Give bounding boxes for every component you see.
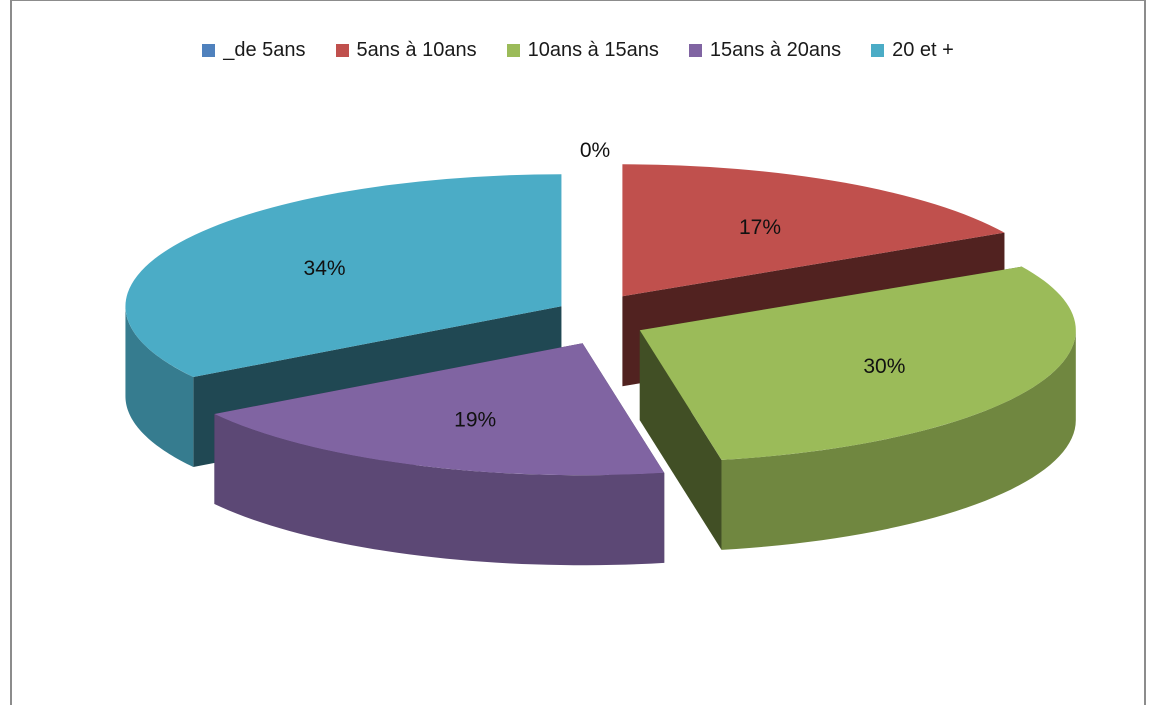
legend-label-3: 15ans à 20ans <box>709 39 842 61</box>
pie-slice-top-4 <box>125 174 562 378</box>
data-label-3: 19% <box>454 408 496 431</box>
pie-slice-wall-2-1 <box>639 330 722 550</box>
legend-item-4: 20 et + <box>871 39 954 62</box>
pie-slice-top-2 <box>639 266 1076 460</box>
legend-item-3: 15ans à 20ans <box>688 39 842 62</box>
legend-swatch-0 <box>202 44 216 57</box>
data-label-4: 34% <box>304 257 346 280</box>
data-label-0: 0% <box>580 139 610 162</box>
legend-swatch-2 <box>506 44 520 57</box>
legend-swatch-4 <box>871 44 885 57</box>
data-label-1: 17% <box>739 216 781 239</box>
pie-slice-top-1 <box>622 164 1005 297</box>
pie-slice-2 <box>639 266 1076 550</box>
chart-legend: _de 5ans 5ans à 10ans 10ans à 15ans 15an… <box>12 39 1144 62</box>
pie-slice-side-2 <box>721 330 1076 550</box>
pie-slice-side-4 <box>125 306 194 468</box>
legend-label-1: 5ans à 10ans <box>356 39 477 61</box>
pie-slice-side-3 <box>214 413 665 566</box>
chart-frame: _de 5ans 5ans à 10ans 10ans à 15ans 15an… <box>10 0 1146 705</box>
legend-item-2: 10ans à 15ans <box>506 39 659 62</box>
pie-slice-3 <box>214 343 665 566</box>
data-label-2: 30% <box>863 355 905 378</box>
pie-chart: 0% 17% 30% 19% 34% <box>125 139 1076 566</box>
legend-label-2: 10ans à 15ans <box>527 39 659 61</box>
legend-swatch-3 <box>688 44 702 57</box>
pie-slice-top-3 <box>214 343 665 476</box>
legend-label-0: _de 5ans <box>223 39 306 61</box>
legend-item-0: _de 5ans <box>202 39 306 62</box>
legend-item-1: 5ans à 10ans <box>335 39 477 62</box>
legend-swatch-1 <box>335 44 349 57</box>
legend-label-4: 20 et + <box>892 39 954 61</box>
